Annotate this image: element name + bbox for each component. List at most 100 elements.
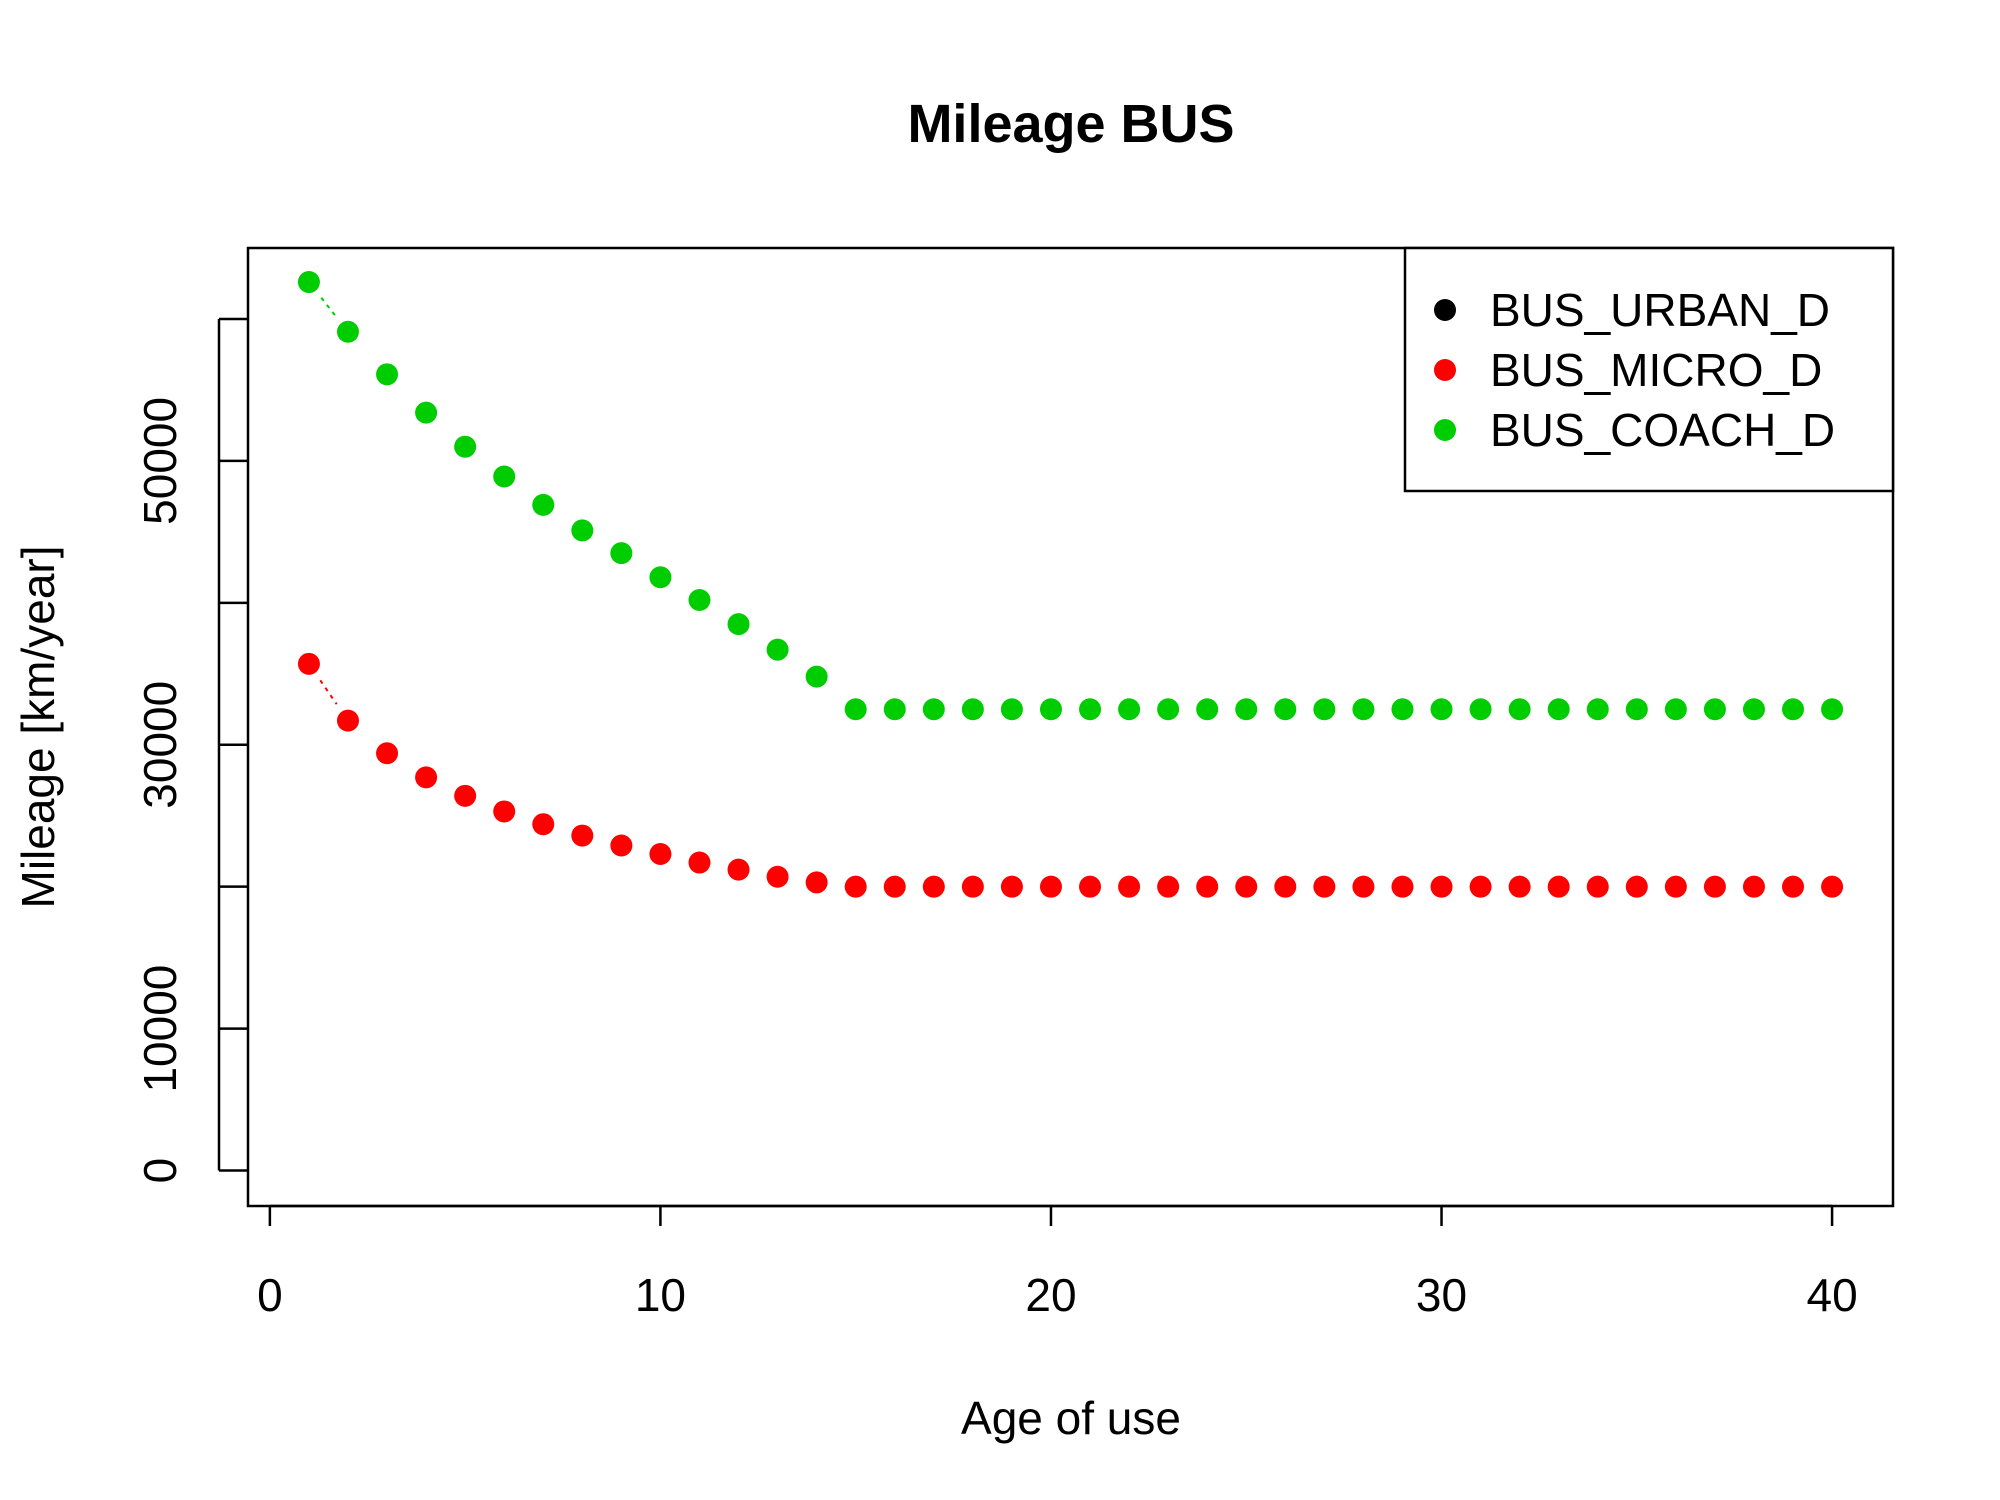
data-point [1039,698,1062,721]
data-point [883,875,906,898]
data-point [1742,875,1765,898]
series-connector [319,679,338,705]
data-point [766,638,789,661]
data-point [1235,698,1258,721]
data-point [1157,698,1180,721]
data-point [571,824,594,847]
x-tick-label: 40 [1806,1269,1857,1321]
data-point [1079,875,1102,898]
data-point [1118,698,1141,721]
data-point [1039,875,1062,898]
data-point [727,613,750,636]
series-bus-micro-d [297,652,1844,898]
series-layer [297,271,1844,898]
data-point [1313,875,1336,898]
y-tick-label: 10000 [134,965,186,1093]
data-point [1430,875,1453,898]
data-point [1430,698,1453,721]
data-point [1118,875,1141,898]
x-tick-label: 30 [1416,1269,1467,1321]
legend-label: BUS_URBAN_D [1490,284,1830,336]
data-point [297,652,320,675]
data-point [1508,875,1531,898]
data-point [571,519,594,542]
data-point [1742,698,1765,721]
data-point [415,766,438,789]
y-tick-label: 0 [134,1158,186,1184]
data-point [532,493,555,516]
data-point [844,698,867,721]
data-point [649,843,672,866]
data-point [1625,875,1648,898]
x-axis: 0 10 20 30 40 [257,1204,1858,1321]
data-point [1352,698,1375,721]
data-point [1821,875,1844,898]
y-axis-label: Mileage [km/year] [12,545,64,908]
data-point [1391,698,1414,721]
data-point [1313,698,1336,721]
y-tick-label: 50000 [134,397,186,525]
legend-marker [1434,359,1456,381]
legend-box [1403,246,1895,493]
legend-label: BUS_COACH_D [1490,404,1835,456]
data-point [1274,875,1297,898]
data-point [766,865,789,888]
data-point [1782,698,1805,721]
data-point [376,742,399,765]
data-point [493,465,516,488]
data-point [1821,698,1844,721]
data-point [336,320,359,343]
data-point [1391,875,1414,898]
legend-marker [1434,419,1456,441]
data-point [1196,698,1219,721]
data-point [454,784,477,807]
data-point [883,698,906,721]
x-tick-label: 0 [257,1269,283,1321]
series-connector [320,297,337,317]
data-point [1000,875,1023,898]
data-point [1664,698,1687,721]
data-point [1703,698,1726,721]
data-point [922,875,945,898]
data-point [1703,875,1726,898]
data-point [922,698,945,721]
data-point [1469,698,1492,721]
y-axis: 0 10000 30000 50000 [134,317,248,1184]
data-point [1196,875,1219,898]
data-point [1586,698,1609,721]
x-axis-label: Age of use [961,1392,1181,1444]
data-point [1079,698,1102,721]
legend-marker [1434,299,1456,321]
data-point [688,851,711,874]
data-point [961,698,984,721]
data-point [961,875,984,898]
data-point [297,271,320,294]
data-point [1274,698,1297,721]
data-point [1157,875,1180,898]
data-point [1352,875,1375,898]
data-point [493,800,516,823]
y-tick-label: 30000 [134,681,186,809]
data-point [610,834,633,857]
series-bus-coach-d [297,271,1844,721]
data-point [610,542,633,565]
data-point [376,363,399,386]
data-point [688,588,711,611]
data-point [844,875,867,898]
data-point [1782,875,1805,898]
data-point [805,665,828,688]
data-point [415,401,438,424]
data-point [532,813,555,836]
data-point [805,871,828,894]
data-point [649,566,672,589]
data-point [1508,698,1531,721]
legend: BUS_URBAN_D BUS_MICRO_D BUS_COACH_D [1403,246,1895,493]
data-point [1547,875,1570,898]
data-point [1469,875,1492,898]
data-point [454,435,477,458]
legend-label: BUS_MICRO_D [1490,344,1822,396]
data-point [1000,698,1023,721]
data-point [1547,698,1570,721]
data-point [336,709,359,732]
